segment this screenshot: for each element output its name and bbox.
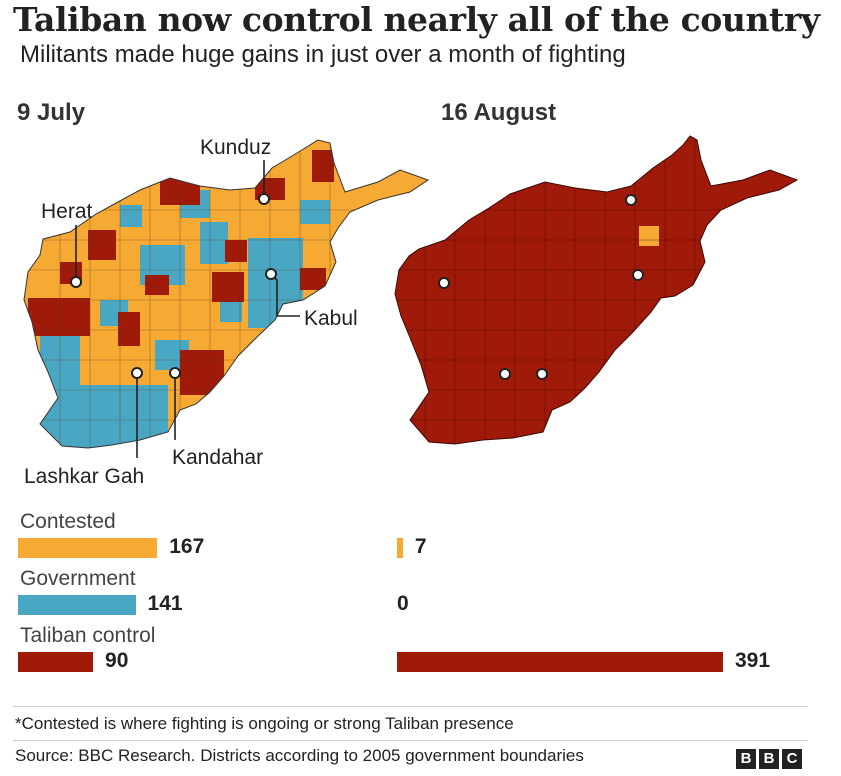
city-marker-herat <box>438 277 450 289</box>
city-marker-kunduz <box>625 194 637 206</box>
value-july-contested: 167 <box>169 535 205 558</box>
divider <box>13 706 808 707</box>
logo-letter: B <box>736 749 756 769</box>
bar-august-contested <box>397 538 403 558</box>
bbc-logo: B B C <box>736 749 802 769</box>
city-label-lashkar-gah: Lashkar Gah <box>24 465 144 488</box>
panel-date-july: 9 July <box>17 99 86 126</box>
value-august-government: 0 <box>397 592 409 615</box>
city-label-kabul: Kabul <box>304 307 358 330</box>
bar-july-government <box>18 595 136 615</box>
category-label-contested: Contested <box>20 510 116 533</box>
chart-title: Taliban now control nearly all of the co… <box>13 0 820 39</box>
logo-letter: C <box>782 749 802 769</box>
category-label-government: Government <box>20 567 136 590</box>
footnote: *Contested is where fighting is ongoing … <box>15 714 514 733</box>
city-marker-kabul <box>632 269 644 281</box>
value-july-taliban: 90 <box>105 649 129 672</box>
source-note: Source: BBC Research. Districts accordin… <box>15 746 584 765</box>
city-marker-lashkar-gah <box>131 367 143 379</box>
city-marker-kabul <box>265 268 277 280</box>
bar-july-taliban <box>18 652 94 672</box>
map-16-august <box>394 135 799 445</box>
chart-subtitle: Militants made huge gains in just over a… <box>20 41 626 68</box>
divider <box>13 740 808 741</box>
panel-date-august: 16 August <box>441 99 557 126</box>
category-label-taliban: Taliban control <box>20 624 156 647</box>
city-marker-kandahar <box>169 367 181 379</box>
map-9-july: Herat Kunduz Kabul Lashkar Gah Kandahar <box>23 136 430 488</box>
logo-letter: B <box>759 749 779 769</box>
bar-august-taliban <box>397 652 723 672</box>
city-marker-kunduz <box>258 193 270 205</box>
city-label-kandahar: Kandahar <box>172 446 263 469</box>
city-marker-lashkar-gah <box>499 368 511 380</box>
value-august-contested: 7 <box>414 535 427 558</box>
city-marker-kandahar <box>536 368 548 380</box>
city-label-kunduz: Kunduz <box>200 136 271 159</box>
value-august-taliban: 391 <box>735 649 771 672</box>
bar-july-contested <box>18 538 158 558</box>
value-july-government: 141 <box>147 592 183 615</box>
city-label-herat: Herat <box>41 200 93 223</box>
city-marker-herat <box>70 276 82 288</box>
